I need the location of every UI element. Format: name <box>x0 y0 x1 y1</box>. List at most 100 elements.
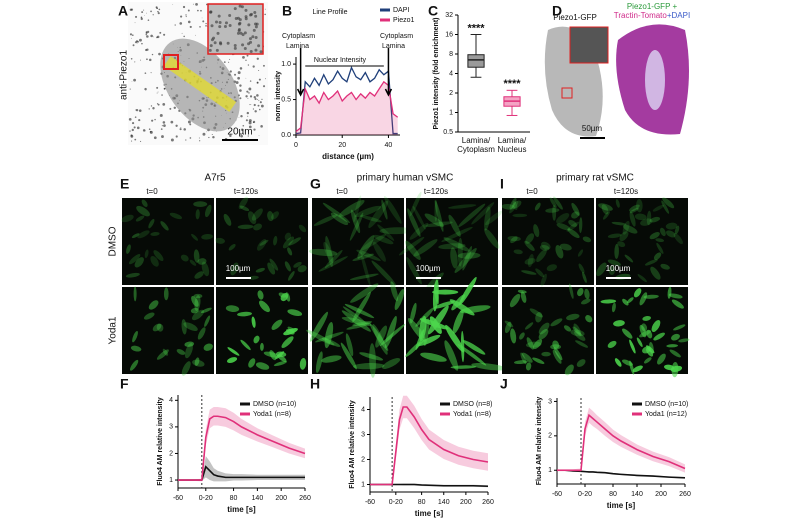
speck <box>209 44 213 48</box>
cell <box>260 342 264 351</box>
speck <box>154 118 156 121</box>
cell <box>432 279 439 312</box>
speck <box>253 10 257 14</box>
cell <box>541 351 551 357</box>
cell <box>568 220 577 227</box>
cell <box>448 204 477 209</box>
speck <box>136 40 138 42</box>
roi-box <box>163 54 179 70</box>
panel-label: H <box>310 376 320 392</box>
cell <box>444 340 459 371</box>
speck <box>157 103 160 106</box>
scale-label: 100µm <box>226 264 251 273</box>
speck <box>254 97 257 101</box>
speck <box>244 15 248 19</box>
speck <box>150 72 152 74</box>
speck <box>215 48 219 52</box>
speck <box>201 17 203 19</box>
speck <box>189 25 192 29</box>
cell <box>535 312 543 323</box>
cell <box>321 337 341 347</box>
speck <box>253 128 256 131</box>
image-label: anti-Piezo1 <box>119 50 130 100</box>
line-roi <box>163 56 237 112</box>
cell <box>251 316 256 328</box>
cell <box>281 336 294 349</box>
panel-label: F <box>120 376 129 392</box>
cell <box>521 270 537 275</box>
cell <box>404 240 421 260</box>
y-tick-label: 1 <box>361 481 365 488</box>
y-tick-label: 0.5 <box>443 129 453 136</box>
timepoint: t=0 <box>336 187 348 196</box>
speck <box>253 103 256 107</box>
speck <box>157 10 159 13</box>
row-label: DMSO <box>108 226 119 256</box>
cell <box>660 263 670 270</box>
cell <box>607 233 622 239</box>
cell <box>663 364 675 371</box>
micrograph <box>596 198 688 285</box>
cell <box>309 311 329 342</box>
cell <box>360 215 382 223</box>
cell <box>144 249 149 259</box>
speck <box>151 53 154 56</box>
cell <box>417 334 441 346</box>
speck <box>147 30 150 34</box>
speck <box>250 12 254 16</box>
speck <box>172 4 174 5</box>
cell <box>369 343 376 378</box>
cell <box>223 213 232 226</box>
cell <box>673 324 686 331</box>
cell <box>552 340 560 349</box>
cell <box>448 214 461 237</box>
cell <box>350 209 361 234</box>
cell <box>651 320 661 332</box>
speck <box>179 128 182 131</box>
speck <box>248 92 250 94</box>
cell <box>534 202 541 211</box>
speck <box>197 9 199 12</box>
speck <box>223 61 226 63</box>
speck <box>236 31 240 35</box>
cell <box>180 254 189 262</box>
speck <box>150 34 153 38</box>
cell <box>369 323 389 351</box>
speck <box>208 136 210 139</box>
speck <box>249 104 251 106</box>
speck <box>136 126 140 130</box>
cell <box>615 199 620 208</box>
speck <box>170 120 174 124</box>
speck <box>205 25 207 27</box>
speck <box>138 118 141 122</box>
cell <box>373 234 394 245</box>
speck <box>248 119 252 123</box>
cell <box>633 288 642 298</box>
column-title: A7r5 <box>204 173 226 184</box>
micrograph <box>216 198 308 285</box>
x-tick-label: -60 <box>173 495 183 502</box>
speck <box>181 32 183 34</box>
y-tick-label: 2 <box>169 450 173 457</box>
speck <box>150 105 153 107</box>
cell <box>434 200 438 222</box>
cell <box>646 329 653 339</box>
cell <box>200 307 212 314</box>
cell <box>323 241 334 263</box>
speck <box>259 50 263 54</box>
cell <box>259 239 269 246</box>
cell <box>355 205 382 218</box>
nucleus <box>645 50 665 110</box>
speck <box>174 24 176 26</box>
cell <box>673 233 683 245</box>
speck <box>213 41 217 45</box>
cell <box>133 286 137 302</box>
cell <box>504 320 514 328</box>
speck <box>170 138 174 142</box>
speck <box>180 15 183 18</box>
speck <box>258 108 261 111</box>
cell <box>357 235 375 259</box>
cell <box>194 295 201 312</box>
speck <box>151 119 154 122</box>
cell <box>629 207 639 214</box>
